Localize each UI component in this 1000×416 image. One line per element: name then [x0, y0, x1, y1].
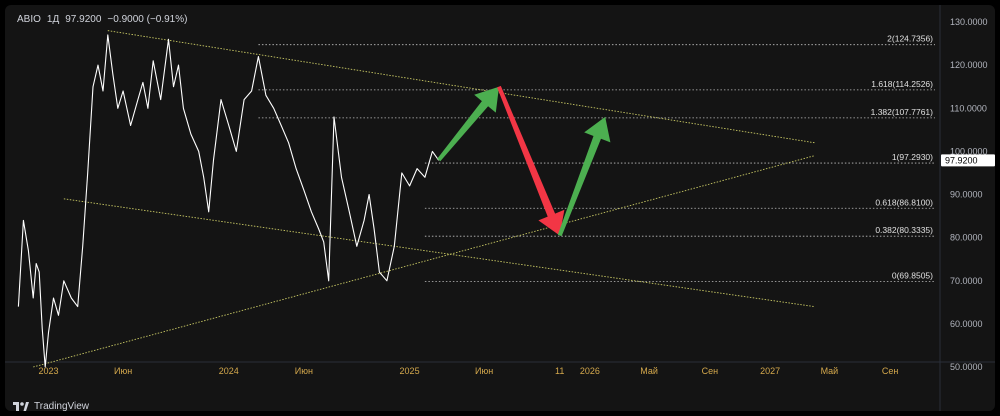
timeframe-label[interactable]: 1Д [46, 14, 60, 25]
y-tick-label: 120.0000 [950, 60, 988, 70]
fib-level-label: 1.382(107.7761) [871, 107, 934, 117]
x-tick-label: 2026 [580, 366, 600, 376]
watermark-text: TradingView [34, 401, 90, 411]
x-tick-label: Июн [475, 366, 493, 376]
symbol-header: ABIO 1Д 97.9200 −0.9000 (−0.91%) [17, 14, 193, 25]
x-tick-label: Сен [702, 366, 719, 376]
x-tick-label: 2023 [39, 366, 59, 376]
trend-line[interactable] [107, 30, 815, 144]
fib-level-label: 1(97.2930) [892, 152, 933, 162]
fib-level-label: 0.382(80.3335) [875, 225, 933, 235]
tradingview-watermark[interactable]: TradingView [13, 401, 89, 411]
x-tick-label: 2024 [219, 366, 239, 376]
current-price-label: 97.9200 [945, 155, 978, 165]
chart-panel[interactable]: 130.0000 120.0000 110.0000 100.0000 90.0000 8… [5, 5, 995, 411]
price-chart[interactable]: 130.0000 120.0000 110.0000 100.0000 90.0000 8… [5, 5, 995, 411]
x-tick-label: Май [640, 366, 658, 376]
fib-level-label: 2(124.7356) [887, 34, 933, 44]
x-tick-label: Июн [114, 366, 132, 376]
x-tick-label: Май [821, 366, 839, 376]
down-arrow[interactable] [497, 85, 565, 236]
up-arrow[interactable] [437, 86, 499, 162]
y-tick-label: 70.0000 [950, 276, 983, 286]
x-tick-label: Июн [295, 366, 313, 376]
x-tick-label: Сен [882, 366, 899, 376]
x-tick-label: 2025 [400, 366, 420, 376]
x-tick-label: 11 [555, 366, 564, 376]
symbol-name[interactable]: ABIO [17, 14, 41, 25]
up-arrow[interactable] [557, 116, 611, 237]
y-tick-label: 130.0000 [950, 17, 988, 27]
y-tick-label: 100.0000 [950, 146, 988, 156]
last-price: 97.9200 [65, 14, 102, 25]
fib-level-label: 0.618(86.8100) [875, 197, 933, 207]
y-tick-label: 80.0000 [950, 233, 983, 243]
trend-line[interactable] [63, 198, 815, 308]
trend-line[interactable] [33, 155, 815, 368]
price-change: −0.9000 (−0.91%) [107, 14, 188, 25]
current-price-tag [941, 154, 995, 167]
y-tick-label: 90.0000 [950, 190, 983, 200]
x-tick-label: 2027 [760, 366, 780, 376]
y-tick-label: 110.0000 [950, 103, 987, 113]
price-series-line[interactable] [17, 34, 440, 368]
fib-level-label: 1.618(114.2526) [871, 79, 933, 89]
y-tick-label: 50.0000 [950, 362, 983, 372]
y-tick-label: 60.0000 [950, 319, 983, 329]
fib-level-label: 0(69.8505) [892, 270, 933, 280]
tradingview-logo-icon [13, 401, 29, 411]
